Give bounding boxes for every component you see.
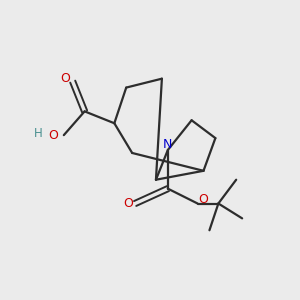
- Text: O: O: [199, 193, 208, 206]
- Text: N: N: [163, 138, 172, 151]
- Text: O: O: [123, 197, 133, 210]
- Text: H: H: [34, 127, 43, 140]
- Text: O: O: [49, 129, 58, 142]
- Text: O: O: [60, 72, 70, 85]
